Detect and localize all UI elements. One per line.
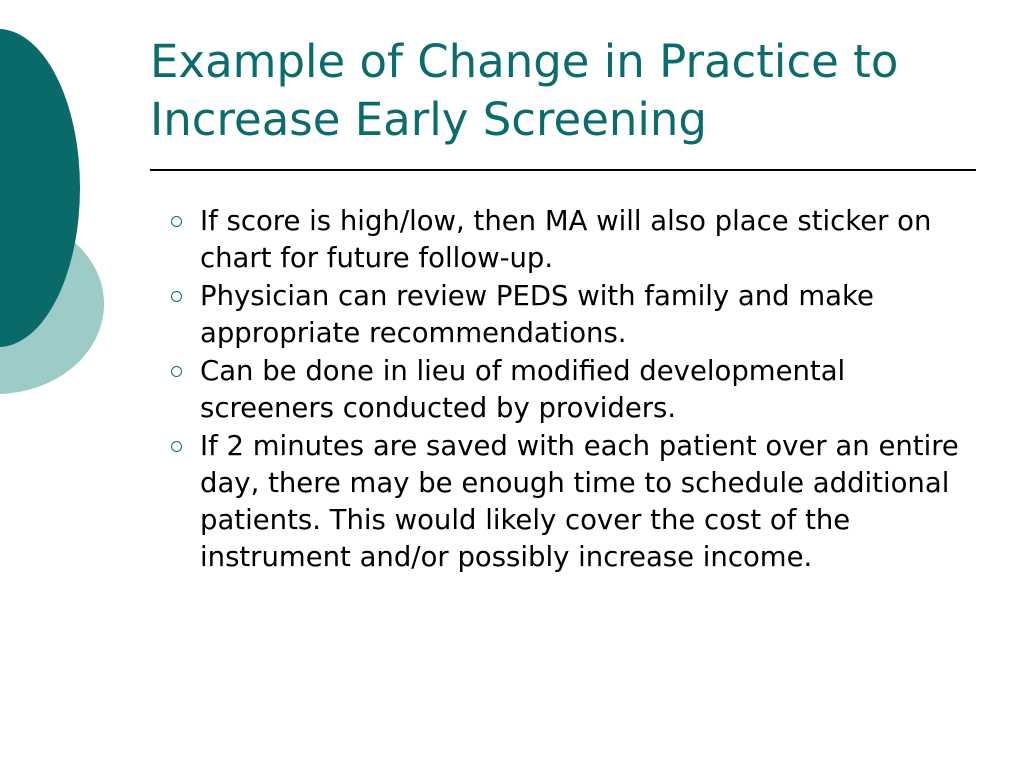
list-item: Physician can review PEDS with family an… bbox=[150, 278, 980, 352]
title-block: Example of Change in Practice to Increas… bbox=[150, 33, 978, 149]
title-divider bbox=[150, 169, 976, 171]
open-circle-bullet-icon bbox=[171, 216, 182, 227]
bullet-list: If score is high/low, then MA will also … bbox=[150, 203, 980, 577]
light-teal-circle bbox=[0, 214, 104, 394]
open-circle-bullet-icon bbox=[171, 366, 182, 377]
list-item-text: If 2 minutes are saved with each patient… bbox=[200, 430, 959, 573]
list-item-text: Physician can review PEDS with family an… bbox=[200, 280, 874, 349]
list-item-text: If score is high/low, then MA will also … bbox=[200, 205, 932, 274]
open-circle-bullet-icon bbox=[171, 441, 182, 452]
list-item: Can be done in lieu of modified developm… bbox=[150, 353, 980, 427]
list-item-text: Can be done in lieu of modified developm… bbox=[200, 355, 846, 424]
open-circle-bullet-icon bbox=[171, 291, 182, 302]
list-item: If score is high/low, then MA will also … bbox=[150, 203, 980, 277]
list-item: If 2 minutes are saved with each patient… bbox=[150, 428, 980, 576]
dark-teal-circle bbox=[0, 29, 80, 347]
page-title: Example of Change in Practice to Increas… bbox=[150, 35, 899, 146]
